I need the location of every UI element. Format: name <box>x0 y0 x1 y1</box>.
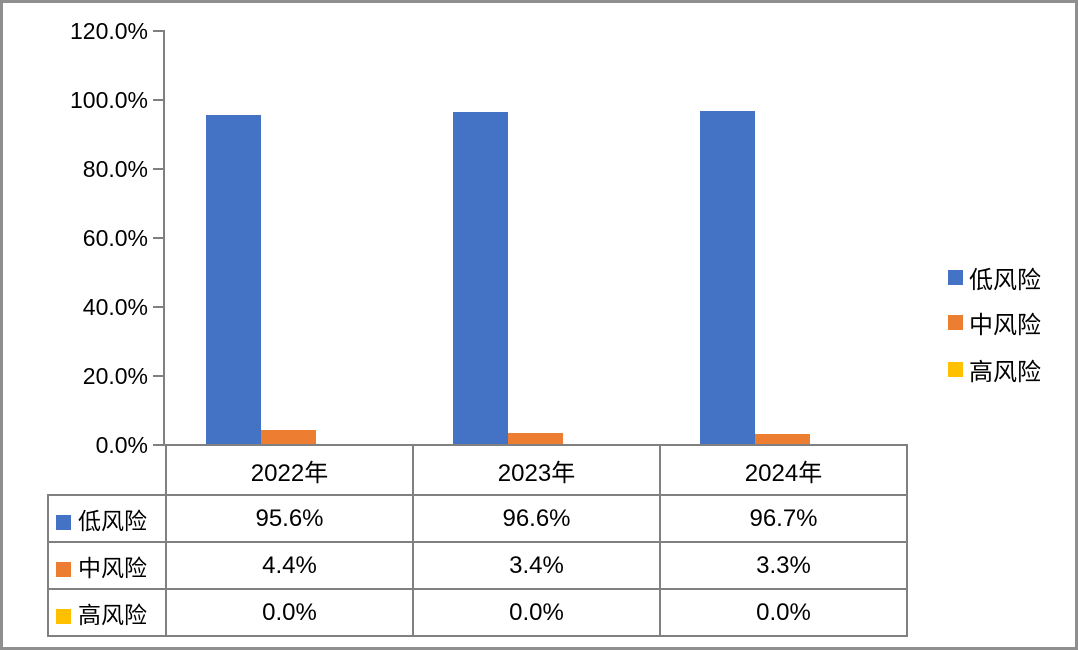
table-cell-value: 4.4% <box>165 541 414 590</box>
bar <box>700 111 755 445</box>
table-cell-value: 0.0% <box>659 588 908 637</box>
legend-item: 高风险 <box>948 356 1041 386</box>
table-row: 高风险 0.0% 0.0% 0.0% <box>47 588 908 637</box>
y-axis-tick-label: 60.0% <box>82 225 148 251</box>
table-corner-spacer <box>48 445 166 495</box>
table-col-header: 2024年 <box>659 444 908 496</box>
legend-item-label: 低风险 <box>969 266 1041 294</box>
table-row-header: 低风险 <box>47 494 167 543</box>
series-swatch-icon <box>56 561 71 577</box>
series-swatch-icon <box>56 608 71 624</box>
table-header-row: 2022年 2023年 2024年 <box>48 444 908 496</box>
table-cell-value: 0.0% <box>412 588 661 637</box>
series-swatch-icon <box>56 514 71 530</box>
y-axis-tick-label: 40.0% <box>82 294 148 320</box>
table-cell-value: 3.4% <box>412 541 661 590</box>
y-axis-tick-label: 0.0% <box>95 432 148 458</box>
series-name-label: 中风险 <box>78 554 147 581</box>
bar <box>206 115 261 445</box>
y-axis-tick-label: 120.0% <box>69 18 148 44</box>
legend-item: 低风险 <box>948 264 1041 294</box>
data-table: 2022年 2023年 2024年低风险 95.6% 96.6% 96.7% 中风险 4.4%… <box>47 444 908 637</box>
y-axis-tick-label: 80.0% <box>82 156 148 182</box>
y-axis-tick <box>153 99 165 101</box>
legend-swatch-icon <box>948 361 963 377</box>
legend-swatch-icon <box>948 269 963 285</box>
table-col-header: 2022年 <box>165 444 414 496</box>
table-row-header: 高风险 <box>47 588 167 637</box>
table-col-header: 2023年 <box>412 444 661 496</box>
legend-item: 中风险 <box>948 309 1041 339</box>
y-axis-tick <box>153 444 165 446</box>
bar <box>453 112 508 445</box>
plot-area <box>163 31 906 445</box>
table-cell-value: 96.6% <box>412 494 661 543</box>
bar <box>755 434 810 445</box>
legend-item-label: 中风险 <box>969 311 1041 339</box>
y-axis-tick-label: 100.0% <box>69 87 148 113</box>
y-axis-tick <box>153 375 165 377</box>
table-cell-value: 0.0% <box>165 588 414 637</box>
table-cell-value: 96.7% <box>659 494 908 543</box>
y-axis-tick <box>153 30 165 32</box>
bar <box>261 430 316 445</box>
y-axis-tick <box>153 306 165 308</box>
table-cell-value: 3.3% <box>659 541 908 590</box>
y-axis-tick <box>153 237 165 239</box>
table-cell-value: 95.6% <box>165 494 414 543</box>
table-row-header: 中风险 <box>47 541 167 590</box>
y-axis-tick-label: 20.0% <box>82 363 148 389</box>
series-name-label: 高风险 <box>78 601 147 628</box>
table-row: 低风险 95.6% 96.6% 96.7% <box>47 494 908 543</box>
table-row: 中风险 4.4% 3.4% 3.3% <box>47 541 908 590</box>
legend-swatch-icon <box>948 314 963 330</box>
bar <box>508 433 563 445</box>
series-name-label: 低风险 <box>78 507 147 534</box>
legend-item-label: 高风险 <box>969 358 1041 386</box>
y-axis-tick <box>153 168 165 170</box>
